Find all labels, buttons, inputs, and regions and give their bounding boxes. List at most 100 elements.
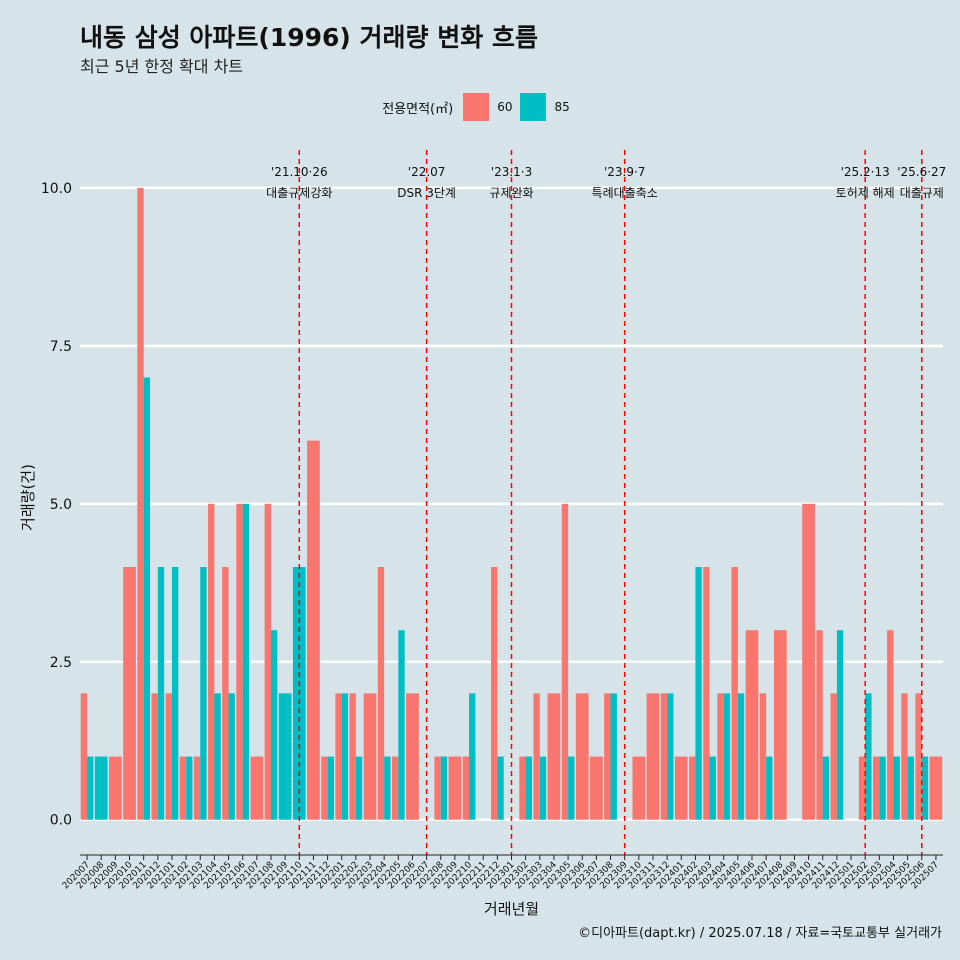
legend: 전용면적(㎡) 60 85 — [0, 93, 960, 121]
y-tick-label: 2.5 — [50, 655, 72, 671]
bar-60-202108 — [264, 503, 271, 820]
bar-85-202106 — [242, 503, 250, 820]
bar-85-202402 — [695, 567, 702, 820]
bar-85-202109 — [278, 693, 292, 820]
bar-85-202012 — [157, 567, 165, 820]
bar-85-202104 — [214, 693, 221, 820]
bar-60-202412 — [830, 693, 837, 820]
bar-60-202111 — [307, 440, 320, 820]
bar-85-202303 — [539, 756, 547, 820]
bars — [80, 187, 943, 820]
bar-60-202203 — [363, 693, 377, 820]
event-name-label: DSR 3단계 — [397, 186, 456, 200]
bar-85-202504 — [893, 756, 900, 820]
bar-85-202007 — [87, 756, 94, 820]
bar-60-202310 — [632, 756, 646, 820]
bar-60-202504 — [887, 630, 894, 820]
bar-60-202107 — [250, 756, 264, 820]
x-axis-title: 거래년월 — [484, 900, 539, 918]
bar-85-202305 — [568, 756, 575, 820]
event-date-label: '25.6·27 — [897, 165, 946, 179]
bar-85-202108 — [270, 630, 278, 820]
bar-85-202403 — [709, 756, 716, 820]
axes: 0.02.55.07.510.0202007202008202009202010… — [19, 181, 943, 918]
bar-85-202405 — [737, 693, 745, 820]
bar-60-202305 — [561, 503, 569, 820]
bar-60-202105 — [222, 567, 229, 820]
event-date-label: '25.2·13 — [841, 165, 890, 179]
event-name-label: 특례대출축소 — [592, 186, 658, 200]
bar-60-202011 — [137, 187, 144, 820]
bar-60-202411 — [816, 630, 823, 820]
bar-60-202405 — [731, 567, 738, 820]
event-markers: '21.10·26 대출규제강화 '22.07 DSR 3단계 '23.1·3 규제완화 '… — [266, 150, 946, 855]
bar-60-202404 — [717, 693, 724, 820]
event-date-label: '22.07 — [408, 165, 446, 179]
event-name-label: 대출규제 — [900, 186, 944, 200]
bar-60-202304 — [547, 693, 561, 820]
bar-85-202011 — [143, 377, 151, 820]
bar-60-202312 — [660, 693, 668, 820]
bar-85-202204 — [384, 756, 391, 820]
bar-60-202012 — [151, 693, 158, 820]
bar-60-202209 — [448, 756, 462, 820]
bar-85-202302 — [525, 756, 533, 820]
bar-85-202102 — [186, 756, 193, 820]
bar-85-202411 — [822, 756, 830, 820]
bar-85-202506 — [921, 756, 929, 820]
bar-60-202009 — [109, 756, 122, 820]
bar-85-202412 — [836, 630, 844, 820]
chart-title: 내동 삼성 아파트(1996) 거래량 변화 흐름 — [80, 23, 538, 52]
event-date-label: '23.1·3 — [491, 165, 532, 179]
bar-60-202204 — [377, 567, 385, 820]
bar-85-202208 — [440, 756, 448, 820]
bar-85-202105 — [228, 693, 235, 820]
bar-60-202506 — [915, 693, 922, 820]
bar-60-202205 — [391, 756, 399, 820]
y-tick-label: 0.0 — [50, 813, 72, 829]
bar-60-202201 — [335, 693, 342, 820]
bar-85-202404 — [723, 693, 731, 820]
bar-85-202202 — [355, 756, 363, 820]
legend-label-85: 85 — [554, 100, 570, 114]
bar-60-202210 — [462, 756, 470, 820]
bar-85-202008 — [94, 756, 108, 820]
y-tick-label: 7.5 — [50, 339, 72, 355]
legend-key-85 — [520, 93, 547, 121]
bar-60-202102 — [179, 756, 187, 820]
bar-60-202103 — [193, 756, 201, 820]
bar-85-202308 — [610, 693, 617, 820]
bar-60-202502 — [858, 756, 866, 820]
bar-85-202312 — [667, 693, 674, 820]
bar-85-202407 — [766, 756, 773, 820]
bar-60-202202 — [349, 693, 356, 820]
event-date-label: '21.10·26 — [271, 165, 328, 179]
bar-60-202212 — [490, 567, 498, 820]
bar-85-202505 — [907, 756, 914, 820]
bar-60-202308 — [604, 693, 611, 820]
bar-60-202406 — [745, 630, 759, 820]
bar-60-202303 — [533, 693, 540, 820]
y-tick-label: 5.0 — [50, 497, 72, 513]
bar-60-202403 — [703, 567, 710, 820]
bar-60-202311 — [646, 693, 660, 820]
bar-60-202307 — [590, 756, 603, 820]
bar-85-202205 — [398, 630, 405, 820]
legend-title: 전용면적(㎡) — [382, 101, 454, 117]
event-name-label: 규제완화 — [489, 186, 533, 200]
bar-60-202101 — [165, 693, 172, 820]
bar-60-202407 — [759, 693, 767, 820]
bar-60-202112 — [321, 756, 328, 820]
bar-60-202503 — [872, 756, 880, 820]
bar-60-202106 — [236, 503, 243, 820]
bar-60-202410 — [802, 503, 815, 820]
bar-60-202505 — [901, 693, 908, 820]
bar-85-202502 — [865, 693, 872, 820]
event-date-label: '23.9·7 — [604, 165, 645, 179]
bar-85-202201 — [341, 693, 349, 820]
bar-60-202302 — [519, 756, 526, 820]
chart-subtitle: 최근 5년 한정 확대 차트 — [80, 57, 244, 76]
bar-60-202401 — [674, 756, 688, 820]
